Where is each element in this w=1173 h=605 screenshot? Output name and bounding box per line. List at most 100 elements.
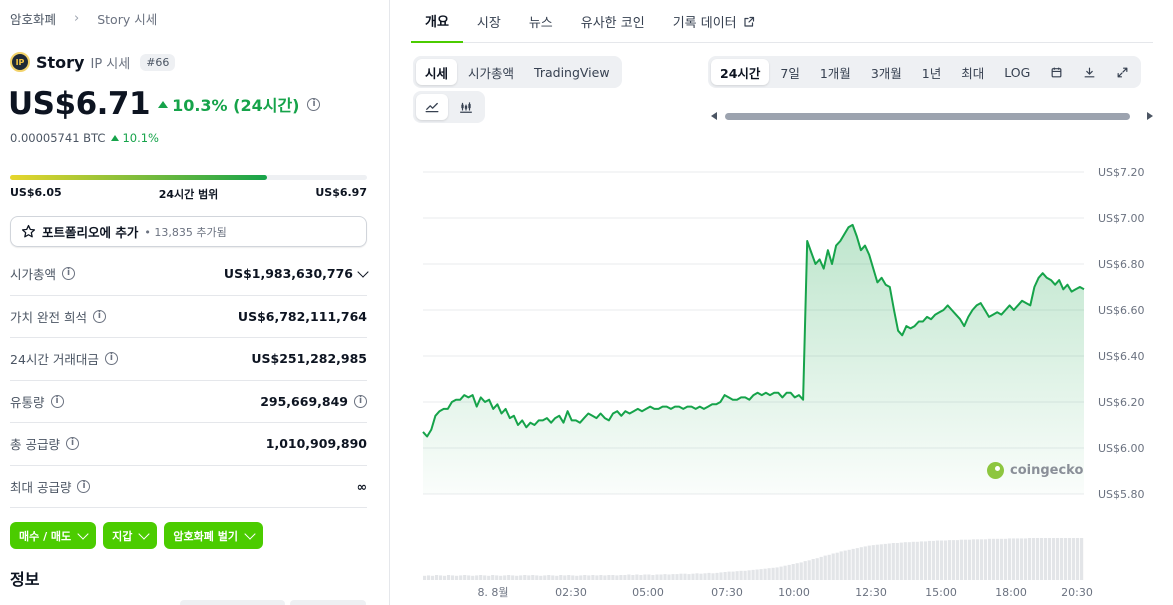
volume-bar	[695, 573, 699, 580]
volume-bar	[539, 575, 543, 580]
volume-bar	[551, 575, 555, 580]
info-icon[interactable]: i	[104, 352, 118, 366]
chart-type-toggle: 시세 시가총액 TradingView	[413, 56, 622, 88]
volume-bar	[587, 575, 591, 580]
range-24h[interactable]: 24시간	[711, 59, 770, 85]
coin-logo: IP	[10, 52, 30, 72]
watermark-text: coingecko	[1010, 463, 1084, 478]
range-3m[interactable]: 3개월	[870, 65, 902, 81]
volume-bar	[863, 546, 867, 580]
volume-bar	[751, 569, 755, 580]
price-chart[interactable]: US$7.20 US$7.00 US$6.80 US$6.60 US$6.40 US$6.…	[411, 150, 1161, 605]
volume-bar	[711, 573, 715, 580]
add-to-portfolio-button[interactable]: 포트폴리오에 추가 • 13,835 추가됨	[10, 216, 367, 247]
volume-bar	[891, 543, 895, 580]
scroll-left-icon[interactable]	[711, 112, 717, 120]
range-log[interactable]: LOG	[1004, 64, 1031, 80]
volume-bar	[1015, 538, 1020, 580]
range-1y[interactable]: 1년	[921, 65, 942, 81]
coin-name-row: IP Story IP 시세 #66	[10, 52, 176, 72]
tab-overview[interactable]: 개요	[411, 0, 463, 43]
x-tick-label: 07:30	[711, 586, 743, 599]
volume-bar	[459, 575, 463, 580]
tab-news[interactable]: 뉴스	[528, 16, 553, 31]
volume-bar	[803, 561, 807, 580]
breadcrumb-current: Story 시세	[97, 12, 158, 27]
volume-bar	[819, 556, 823, 580]
fullscreen-icon[interactable]	[1107, 59, 1138, 85]
volume-bar	[627, 574, 631, 580]
breadcrumb-home[interactable]: 암호화폐	[10, 12, 57, 27]
volume-bar	[547, 575, 551, 580]
volume-bar	[619, 575, 623, 580]
info-icon[interactable]: i	[307, 97, 321, 111]
y-tick-label: US$6.20	[1098, 396, 1145, 409]
volume-bar	[1027, 538, 1032, 580]
line-chart-icon[interactable]	[416, 94, 448, 120]
volume-bar	[451, 575, 455, 580]
volume-bar	[487, 575, 491, 580]
volume-bar	[611, 575, 615, 580]
toggle-tradingview[interactable]: TradingView	[534, 64, 610, 80]
volume-bar	[1080, 538, 1084, 580]
volume-bar	[715, 572, 719, 580]
volume-bar	[1047, 538, 1052, 580]
info-icon[interactable]: i	[354, 394, 367, 408]
tab-markets[interactable]: 시장	[476, 16, 501, 31]
range-7d[interactable]: 7일	[780, 65, 800, 81]
volume-bar	[511, 575, 515, 580]
volume-bar	[435, 575, 439, 580]
info-icon[interactable]: i	[77, 479, 91, 493]
current-price: US$6.71	[8, 86, 151, 122]
info-pill[interactable]	[180, 600, 285, 605]
scrollbar-thumb[interactable]	[725, 113, 1130, 120]
volume-bar	[835, 552, 839, 580]
volume-bar	[719, 572, 723, 580]
chart-scrollbar[interactable]	[711, 111, 1153, 121]
range-max[interactable]: 최대	[961, 65, 985, 81]
volume-bar	[599, 575, 603, 580]
download-icon[interactable]	[1074, 59, 1105, 85]
info-icon[interactable]: i	[62, 267, 76, 281]
earn-crypto-button[interactable]: 암호화폐 벌기	[164, 522, 263, 549]
volume-bar	[867, 545, 871, 580]
candlestick-chart-icon[interactable]	[450, 94, 482, 120]
tab-similar-coins[interactable]: 유사한 코인	[580, 16, 645, 31]
chevron-down-icon	[138, 527, 151, 540]
info-pill[interactable]	[290, 600, 366, 605]
scroll-right-icon[interactable]	[1147, 112, 1153, 120]
y-tick-label: US$7.00	[1098, 212, 1145, 225]
volume-bar	[675, 574, 679, 580]
volume-bar	[839, 551, 843, 580]
volume-bar	[795, 563, 799, 580]
earn-label: 암호화폐 벌기	[173, 529, 238, 543]
tab-historical-data[interactable]: 기록 데이터	[659, 0, 769, 43]
x-tick-label: 15:00	[925, 586, 957, 599]
up-triangle-icon	[111, 135, 120, 141]
price-row: US$6.71 10.3% (24시간) i	[8, 86, 321, 122]
info-icon[interactable]: i	[92, 309, 106, 323]
toggle-market-cap[interactable]: 시가총액	[468, 65, 515, 81]
toggle-price[interactable]: 시세	[416, 59, 458, 85]
info-icon[interactable]: i	[65, 437, 79, 451]
volume-bar	[823, 555, 827, 580]
range-labels: US$6.05 24시간 범위 US$6.97	[10, 186, 367, 202]
x-tick-label: 20:30	[1061, 586, 1093, 599]
price-change-value: 10.3% (24시간)	[172, 96, 300, 115]
wallet-button[interactable]: 지갑	[103, 522, 158, 549]
volume-bar	[1031, 538, 1036, 580]
range-1m[interactable]: 1개월	[819, 65, 851, 81]
volume-bar	[559, 575, 563, 580]
volume-bar	[879, 544, 883, 580]
volume-bar	[831, 553, 835, 580]
calendar-icon[interactable]	[1041, 59, 1072, 85]
info-icon[interactable]: i	[50, 394, 64, 408]
volume-bar	[999, 538, 1004, 580]
stat-row-fdv: 가치 완전 희석 i US$6,782,111,764	[10, 296, 367, 338]
star-icon	[21, 224, 36, 238]
volume-bar	[963, 539, 967, 580]
chevron-down-icon[interactable]	[357, 266, 369, 278]
volume-bar	[923, 541, 927, 580]
buy-sell-button[interactable]: 매수 / 매도	[10, 522, 97, 549]
stat-value: 295,669,849	[260, 393, 348, 409]
